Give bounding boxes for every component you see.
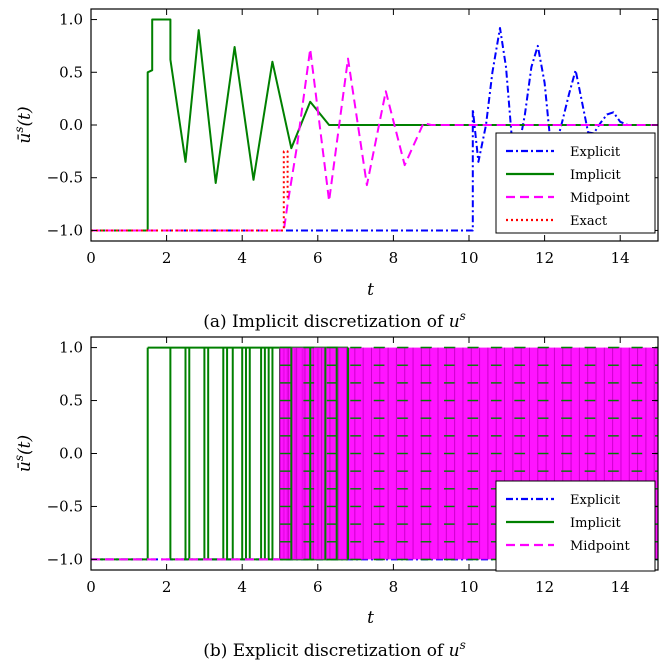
y-label-base: ū	[15, 133, 35, 144]
y-axis-label: ūs(t)	[12, 106, 35, 143]
legend-label-explicit: Explicit	[570, 493, 621, 508]
panel-caption: (a) Implicit discretization of us	[203, 309, 466, 332]
x-tick-label: 14	[611, 578, 630, 596]
y-tick-label: 1.0	[59, 11, 83, 29]
y-tick-label: 0.5	[59, 63, 83, 81]
series-line-implicit	[91, 18, 658, 232]
y-label-sup: s	[12, 455, 26, 461]
x-tick-label: 12	[535, 578, 554, 596]
x-axis: 0 2 4 6 8 10 12 14	[86, 337, 630, 596]
y-axis: 1.0 0.5 0.0 −0.5 −1.0	[47, 11, 658, 239]
x-tick-label: 8	[389, 249, 399, 267]
y-tick-label: 1.0	[59, 339, 83, 357]
x-tick-label: 4	[237, 249, 247, 267]
x-tick-label: 2	[162, 578, 172, 596]
y-tick-label: −1.0	[47, 221, 83, 239]
series-line-exact	[91, 150, 289, 232]
y-tick-label: 0.0	[59, 116, 83, 134]
plot-area	[91, 18, 658, 232]
x-tick-label: 10	[459, 249, 478, 267]
y-label-sup: s	[12, 126, 26, 132]
caption-sup: s	[460, 638, 466, 652]
x-tick-label: 8	[389, 578, 399, 596]
series-line-midpoint	[91, 48, 658, 232]
legend-label-midpoint: Midpoint	[570, 539, 630, 554]
x-axis-label: t	[367, 280, 374, 300]
x-tick-label: 0	[86, 249, 96, 267]
y-axis: 1.0 0.5 0.0 −0.5 −1.0	[47, 339, 658, 568]
x-axis: 0 2 4 6 8 10 12 14	[86, 9, 630, 267]
x-tick-label: 10	[459, 578, 478, 596]
legend-box	[495, 480, 656, 572]
x-tick-label: 6	[313, 249, 323, 267]
legend-box	[495, 132, 656, 234]
y-tick-label: −1.0	[47, 550, 83, 568]
series-midpoint	[91, 48, 658, 232]
series-explicit	[91, 27, 658, 232]
x-tick-label: 6	[313, 578, 323, 596]
legend-label-midpoint: Midpoint	[570, 191, 630, 206]
caption-math: u	[449, 641, 460, 661]
y-tick-label: 0.5	[59, 392, 83, 410]
legend-label-exact: Exact	[570, 214, 608, 229]
y-axis-label: ūs(t)	[12, 435, 35, 472]
x-axis-label: t	[367, 608, 374, 628]
caption-text: (b) Explicit discretization of	[203, 641, 448, 661]
y-tick-label: 0.0	[59, 445, 83, 463]
legend: Explicit Implicit Midpoint Exact	[495, 132, 656, 234]
legend-label-implicit: Implicit	[570, 168, 622, 183]
x-tick-label: 0	[86, 578, 96, 596]
caption-sup: s	[460, 309, 466, 323]
legend: Explicit Implicit Midpoint	[495, 480, 656, 572]
x-tick-label: 14	[611, 249, 630, 267]
y-tick-label: −0.5	[47, 497, 83, 515]
legend-label-implicit: Implicit	[570, 516, 622, 531]
y-label-base: ū	[15, 461, 35, 472]
legend-label-explicit: Explicit	[570, 145, 621, 160]
series-implicit	[91, 18, 658, 232]
series-exact	[91, 150, 289, 232]
panel-caption: (b) Explicit discretization of us	[203, 638, 466, 661]
y-label-rest: (t)	[15, 106, 35, 126]
x-tick-label: 2	[162, 249, 172, 267]
x-tick-label: 12	[535, 249, 554, 267]
x-tick-label: 4	[237, 578, 247, 596]
y-tick-label: −0.5	[47, 169, 83, 187]
caption-math: u	[449, 312, 460, 332]
caption-text: (a) Implicit discretization of	[203, 312, 449, 332]
y-label-rest: (t)	[15, 435, 35, 455]
series-line-explicit	[91, 27, 658, 232]
